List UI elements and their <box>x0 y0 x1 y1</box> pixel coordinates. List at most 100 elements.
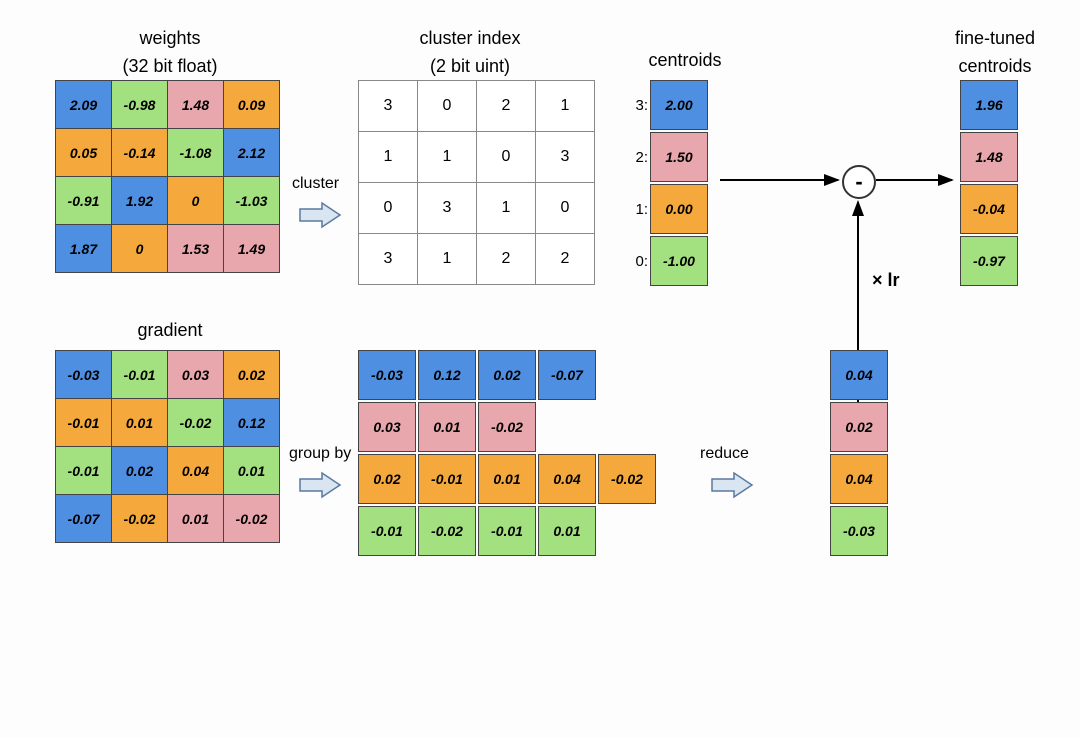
clusterindex-cell: 3 <box>359 234 418 285</box>
centroid-cell: 2.00 <box>650 80 708 130</box>
gradient-cell: 0.01 <box>224 447 280 495</box>
centroid-cell: 1.50 <box>650 132 708 182</box>
fine-centroid-cell: -0.97 <box>960 236 1018 286</box>
gradient-cell: 0.04 <box>168 447 224 495</box>
reduced-cell: 0.04 <box>830 350 888 400</box>
weights-cell: 1.49 <box>224 225 280 273</box>
grouped-cell: -0.02 <box>478 402 536 452</box>
clusterindex-cell: 0 <box>359 183 418 234</box>
reduced-cell: 0.02 <box>830 402 888 452</box>
gradient-cell: -0.01 <box>112 351 168 399</box>
weights-cell: 1.48 <box>168 81 224 129</box>
cluster-label: cluster <box>292 175 339 193</box>
grouped-cell: -0.03 <box>358 350 416 400</box>
weights-cell: 0 <box>112 225 168 273</box>
minus-operator-icon: - <box>842 165 876 199</box>
clusterindex-cell: 1 <box>536 81 595 132</box>
times-lr-label: × lr <box>872 270 900 291</box>
weights-cell: 0.05 <box>56 129 112 177</box>
gradient-cell: 0.01 <box>112 399 168 447</box>
centroids-title: centroids <box>630 50 740 72</box>
fine-centroid-cell: 1.48 <box>960 132 1018 182</box>
reduce-label: reduce <box>700 445 749 463</box>
grouped-cell: -0.01 <box>358 506 416 556</box>
centroid-index-label: 0: <box>630 253 648 270</box>
weights-cell: -1.08 <box>168 129 224 177</box>
gradient-cell: -0.03 <box>56 351 112 399</box>
weights-cell: 1.53 <box>168 225 224 273</box>
gradient-title: gradient <box>55 320 285 342</box>
clusterindex-cell: 3 <box>536 132 595 183</box>
centroid-cell: 0.00 <box>650 184 708 234</box>
grouped-cell: -0.02 <box>418 506 476 556</box>
grouped-cell: 0.02 <box>478 350 536 400</box>
reduced-cell: 0.04 <box>830 454 888 504</box>
fine-title-line2: centroids <box>940 56 1050 78</box>
centroid-index-label: 2: <box>630 149 648 166</box>
centroid-index-label: 1: <box>630 201 648 218</box>
grouped-cell: -0.01 <box>418 454 476 504</box>
weights-cell: 0 <box>168 177 224 225</box>
weights-cell: -0.91 <box>56 177 112 225</box>
gradient-cell: -0.02 <box>168 399 224 447</box>
gradient-cell: 0.12 <box>224 399 280 447</box>
arrow-minus-to-fine <box>876 172 966 192</box>
clusterindex-cell: 2 <box>477 81 536 132</box>
gradient-cell: 0.01 <box>168 495 224 543</box>
reduced-cell: -0.03 <box>830 506 888 556</box>
gradient-cell: -0.01 <box>56 447 112 495</box>
weights-cell: -0.14 <box>112 129 168 177</box>
reduced-column: 0.040.020.04-0.03 <box>830 350 888 558</box>
gradient-cell: 0.03 <box>168 351 224 399</box>
clusterindex-cell: 3 <box>359 81 418 132</box>
clusterindex-title-line2: (2 bit uint) <box>355 56 585 78</box>
fine-centroid-cell: -0.04 <box>960 184 1018 234</box>
weights-title-line1: weights <box>55 28 285 50</box>
groupby-label: group by <box>289 445 351 463</box>
fine-centroid-cell: 1.96 <box>960 80 1018 130</box>
clusterindex-cell: 1 <box>477 183 536 234</box>
weights-cell: 2.12 <box>224 129 280 177</box>
weights-cell: -0.98 <box>112 81 168 129</box>
weights-cell: 1.87 <box>56 225 112 273</box>
gradient-cell: -0.02 <box>112 495 168 543</box>
clusterindex-grid: 3021110303103122 <box>358 80 595 285</box>
clusterindex-cell: 0 <box>418 81 477 132</box>
centroid-index-label: 3: <box>630 97 648 114</box>
clusterindex-cell: 0 <box>536 183 595 234</box>
grouped-cell: -0.02 <box>598 454 656 504</box>
grouped-cell: 0.01 <box>418 402 476 452</box>
fine-centroids-column: 1.961.48-0.04-0.97 <box>960 80 1018 288</box>
gradient-grid: -0.03-0.010.030.02-0.010.01-0.020.12-0.0… <box>55 350 280 543</box>
grouped-cell: -0.01 <box>478 506 536 556</box>
weights-grid: 2.09-0.981.480.090.05-0.14-1.082.12-0.91… <box>55 80 280 273</box>
clusterindex-cell: 1 <box>418 132 477 183</box>
grouped-cell: 0.02 <box>358 454 416 504</box>
groupby-arrow-icon <box>298 470 342 505</box>
gradient-cell: -0.07 <box>56 495 112 543</box>
grouped-grid: -0.030.120.02-0.070.030.01-0.020.02-0.01… <box>358 350 658 558</box>
clusterindex-cell: 0 <box>477 132 536 183</box>
gradient-cell: 0.02 <box>112 447 168 495</box>
weights-cell: -1.03 <box>224 177 280 225</box>
gradient-cell: -0.01 <box>56 399 112 447</box>
clusterindex-cell: 3 <box>418 183 477 234</box>
gradient-cell: -0.02 <box>224 495 280 543</box>
clusterindex-cell: 1 <box>359 132 418 183</box>
clusterindex-cell: 2 <box>536 234 595 285</box>
clusterindex-cell: 2 <box>477 234 536 285</box>
grouped-cell: 0.03 <box>358 402 416 452</box>
gradient-cell: 0.02 <box>224 351 280 399</box>
fine-title-line1: fine-tuned <box>940 28 1050 50</box>
grouped-cell: -0.07 <box>538 350 596 400</box>
grouped-cell: 0.12 <box>418 350 476 400</box>
grouped-cell: 0.01 <box>478 454 536 504</box>
grouped-cell: 0.04 <box>538 454 596 504</box>
weights-cell: 2.09 <box>56 81 112 129</box>
grouped-cell: 0.01 <box>538 506 596 556</box>
weights-title-line2: (32 bit float) <box>55 56 285 78</box>
clusterindex-cell: 1 <box>418 234 477 285</box>
centroids-column: 3:2.002:1.501:0.000:-1.00 <box>630 80 708 288</box>
reduce-arrow-icon <box>710 470 754 505</box>
clusterindex-title-line1: cluster index <box>355 28 585 50</box>
